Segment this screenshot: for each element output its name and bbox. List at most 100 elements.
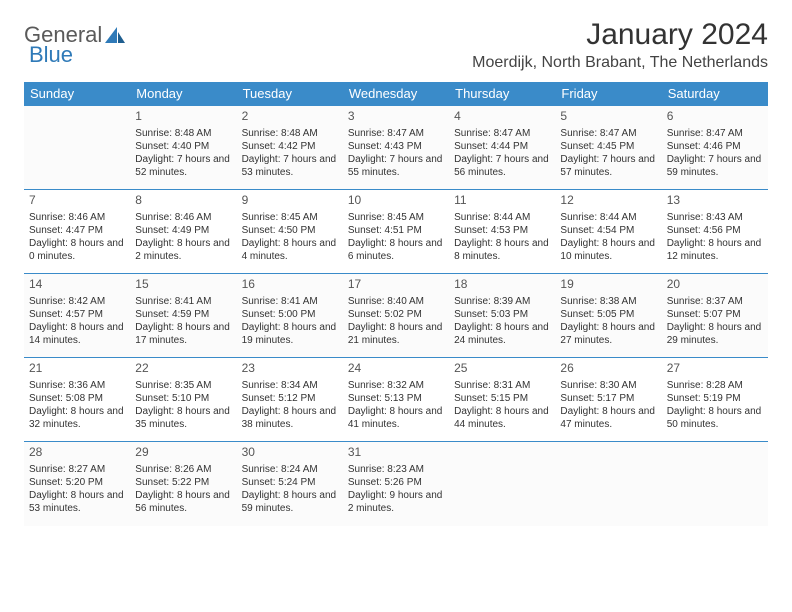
- sunset-line: Sunset: 4:57 PM: [29, 308, 125, 321]
- calendar-cell: 12Sunrise: 8:44 AMSunset: 4:54 PMDayligh…: [555, 190, 661, 274]
- sunrise-line: Sunrise: 8:37 AM: [667, 295, 763, 308]
- calendar-cell: 9Sunrise: 8:45 AMSunset: 4:50 PMDaylight…: [237, 190, 343, 274]
- daylight-line: Daylight: 7 hours and 55 minutes.: [348, 153, 444, 179]
- sunrise-line: Sunrise: 8:42 AM: [29, 295, 125, 308]
- day-number: 22: [135, 361, 231, 377]
- sunrise-line: Sunrise: 8:45 AM: [242, 211, 338, 224]
- sunrise-line: Sunrise: 8:35 AM: [135, 379, 231, 392]
- sunrise-line: Sunrise: 8:34 AM: [242, 379, 338, 392]
- calendar-cell: 6Sunrise: 8:47 AMSunset: 4:46 PMDaylight…: [662, 106, 768, 190]
- day-number: 25: [454, 361, 550, 377]
- sunset-line: Sunset: 4:53 PM: [454, 224, 550, 237]
- calendar-row: 7Sunrise: 8:46 AMSunset: 4:47 PMDaylight…: [24, 190, 768, 274]
- day-number: 28: [29, 445, 125, 461]
- sunrise-line: Sunrise: 8:47 AM: [667, 127, 763, 140]
- sunrise-line: Sunrise: 8:41 AM: [242, 295, 338, 308]
- day-number: 30: [242, 445, 338, 461]
- calendar-cell: 10Sunrise: 8:45 AMSunset: 4:51 PMDayligh…: [343, 190, 449, 274]
- calendar-row: 28 Sunrise: 8:27 AMSunset: 5:20 PM Dayligh…: [24, 442, 768, 526]
- day-header: Monday: [130, 82, 236, 106]
- month-title: January 2024: [472, 18, 768, 52]
- day-header-row: Sunday Monday Tuesday Wednesday Thursday…: [24, 82, 768, 106]
- sunrise-line: Sunrise: 8:41 AM: [135, 295, 231, 308]
- day-number: 20: [667, 277, 763, 293]
- daylight-line: Daylight: 7 hours and 59 minutes.: [667, 153, 763, 179]
- calendar-cell: 24Sunrise: 8:32 AMSunset: 5:13 PMDayligh…: [343, 358, 449, 442]
- sunrise-line: Sunrise: 8:30 AM: [560, 379, 656, 392]
- calendar-cell: 13Sunrise: 8:43 AMSunset: 4:56 PMDayligh…: [662, 190, 768, 274]
- daylight-line: Daylight: 8 hours and 6 minutes.: [348, 237, 444, 263]
- sunset-line: Sunset: 4:49 PM: [135, 224, 231, 237]
- sunset-line: Sunset: 4:50 PM: [242, 224, 338, 237]
- sunrise-line: Sunrise: 8:40 AM: [348, 295, 444, 308]
- day-number: 3: [348, 109, 444, 125]
- calendar-cell: 4Sunrise: 8:47 AMSunset: 4:44 PMDaylight…: [449, 106, 555, 190]
- sunset-line: Sunset: 5:26 PM: [348, 476, 444, 489]
- calendar-cell: 2Sunrise: 8:48 AMSunset: 4:42 PMDaylight…: [237, 106, 343, 190]
- sunrise-line: Sunrise: 8:31 AM: [454, 379, 550, 392]
- sunset-line: Sunset: 4:46 PM: [667, 140, 763, 153]
- calendar-cell: 14Sunrise: 8:42 AMSunset: 4:57 PMDayligh…: [24, 274, 130, 358]
- daylight-line: Daylight: 8 hours and 47 minutes.: [560, 405, 656, 431]
- calendar-cell: 19Sunrise: 8:38 AMSunset: 5:05 PMDayligh…: [555, 274, 661, 358]
- sunrise-line: Sunrise: 8:44 AM: [560, 211, 656, 224]
- calendar-cell: 5Sunrise: 8:47 AMSunset: 4:45 PMDaylight…: [555, 106, 661, 190]
- daylight-line: Daylight: 8 hours and 59 minutes.: [242, 489, 338, 515]
- sunrise-line: Sunrise: 8:26 AM: [135, 463, 231, 476]
- daylight-line: Daylight: 9 hours and 2 minutes.: [348, 489, 444, 515]
- calendar-cell: 3Sunrise: 8:47 AMSunset: 4:43 PMDaylight…: [343, 106, 449, 190]
- title-block: January 2024 Moerdijk, North Brabant, Th…: [472, 18, 768, 72]
- sunrise-line: Sunrise: 8:48 AM: [135, 127, 231, 140]
- daylight-line: Daylight: 7 hours and 53 minutes.: [242, 153, 338, 179]
- day-number: 12: [560, 193, 656, 209]
- daylight-line: Daylight: 8 hours and 21 minutes.: [348, 321, 444, 347]
- day-header: Tuesday: [237, 82, 343, 106]
- daylight-line: Daylight: 8 hours and 27 minutes.: [560, 321, 656, 347]
- sunset-line: Sunset: 5:10 PM: [135, 392, 231, 405]
- sunset-line: Sunset: 5:08 PM: [29, 392, 125, 405]
- sunset-line: Sunset: 4:45 PM: [560, 140, 656, 153]
- calendar-row: 1Sunrise: 8:48 AMSunset: 4:40 PMDaylight…: [24, 106, 768, 190]
- calendar-cell: [449, 442, 555, 526]
- sunrise-line: Sunrise: 8:27 AM: [29, 463, 125, 476]
- sunset-line: Sunset: 5:02 PM: [348, 308, 444, 321]
- sunset-line: Sunset: 5:12 PM: [242, 392, 338, 405]
- day-number: 24: [348, 361, 444, 377]
- daylight-line: Daylight: 8 hours and 12 minutes.: [667, 237, 763, 263]
- calendar-cell: 17 Sunrise: 8:40 AMSunset: 5:02 PMDayligh…: [343, 274, 449, 358]
- day-header: Friday: [555, 82, 661, 106]
- daylight-line: Daylight: 8 hours and 8 minutes.: [454, 237, 550, 263]
- calendar-cell: 30Sunrise: 8:24 AMSunset: 5:24 PMDayligh…: [237, 442, 343, 526]
- sunset-line: Sunset: 5:00 PM: [242, 308, 338, 321]
- sunset-line: Sunset: 4:40 PM: [135, 140, 231, 153]
- sunset-line: Sunset: 4:54 PM: [560, 224, 656, 237]
- day-number: 14: [29, 277, 125, 293]
- daylight-line: Daylight: 8 hours and 35 minutes.: [135, 405, 231, 431]
- daylight-line: Daylight: 8 hours and 41 minutes.: [348, 405, 444, 431]
- daylight-line: Daylight: 8 hours and 17 minutes.: [135, 321, 231, 347]
- daylight-line: Daylight: 8 hours and 0 minutes.: [29, 237, 125, 263]
- day-number: 17: [348, 277, 444, 293]
- day-header: Thursday: [449, 82, 555, 106]
- daylight-line: Daylight: 8 hours and 56 minutes.: [135, 489, 231, 515]
- day-header: Saturday: [662, 82, 768, 106]
- sunrise-line: Sunrise: 8:45 AM: [348, 211, 444, 224]
- day-number: 21: [29, 361, 125, 377]
- daylight-line: Daylight: 7 hours and 56 minutes.: [454, 153, 550, 179]
- sunset-line: Sunset: 5:24 PM: [242, 476, 338, 489]
- sunset-line: Sunset: 4:56 PM: [667, 224, 763, 237]
- sunrise-line: Sunrise: 8:39 AM: [454, 295, 550, 308]
- logo-text-b: Blue: [29, 42, 73, 68]
- day-number: 19: [560, 277, 656, 293]
- daylight-line: Daylight: 7 hours and 52 minutes.: [135, 153, 231, 179]
- calendar-cell: 28Sunrise: 8:27 AMSunset: 5:20 PMDayligh…: [24, 442, 130, 526]
- sunset-line: Sunset: 5:20 PM: [29, 476, 125, 489]
- calendar-cell: [24, 106, 130, 190]
- sunset-line: Sunset: 5:19 PM: [667, 392, 763, 405]
- sunset-line: Sunset: 5:15 PM: [454, 392, 550, 405]
- calendar-cell: 11Sunrise: 8:44 AMSunset: 4:53 PMDayligh…: [449, 190, 555, 274]
- sunset-line: Sunset: 4:42 PM: [242, 140, 338, 153]
- day-number: 10: [348, 193, 444, 209]
- logo-sail-icon: [104, 26, 126, 44]
- daylight-line: Daylight: 8 hours and 4 minutes.: [242, 237, 338, 263]
